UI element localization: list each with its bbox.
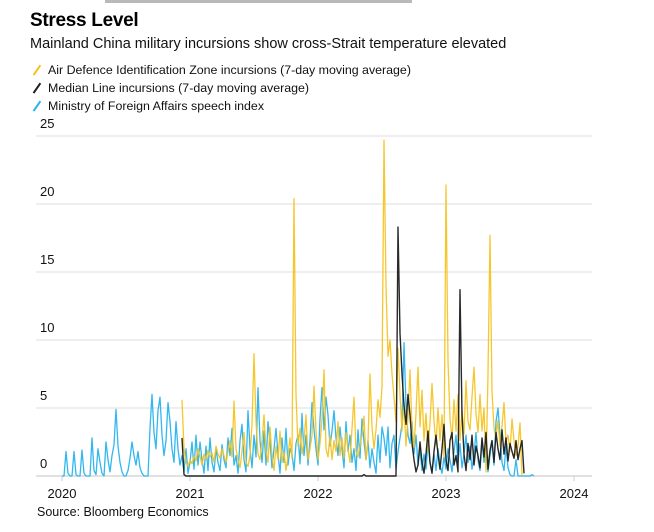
series-line-adiz	[181, 139, 523, 477]
x-tick-label: 2023	[432, 486, 461, 501]
chart-title: Stress Level	[30, 10, 139, 31]
x-tick-label: 2020	[48, 486, 77, 501]
y-tick-label: 5	[40, 388, 47, 403]
legend-item-adiz: Air Defence Identification Zone incursio…	[32, 61, 411, 79]
legend-item-mofa: Ministry of Foreign Affairs speech index	[32, 97, 411, 115]
gridlines	[36, 135, 592, 477]
legend-label-median-line: Median Line incursions (7-day moving ave…	[48, 81, 310, 95]
y-tick-label: 20	[40, 184, 54, 199]
y-axis-ticks: 0 5 10 15 20 25	[40, 116, 54, 471]
y-tick-label: 25	[40, 116, 54, 131]
source-note: Source: Bloomberg Economics	[37, 505, 209, 519]
x-tick-label: 2024	[560, 486, 589, 501]
legend-label-adiz: Air Defence Identification Zone incursio…	[48, 63, 411, 77]
legend: Air Defence Identification Zone incursio…	[32, 61, 411, 115]
series-lines	[62, 139, 535, 477]
legend-label-mofa: Ministry of Foreign Affairs speech index	[48, 99, 265, 113]
y-tick-label: 10	[40, 320, 54, 335]
chart-subtitle: Mainland China military incursions show …	[30, 36, 507, 52]
y-tick-label: 15	[40, 252, 54, 267]
series-line-mofa	[62, 342, 535, 477]
x-axis-ticks: 2020 2021 2022 2023 2024	[48, 476, 589, 501]
x-tick-label: 2022	[304, 486, 333, 501]
legend-item-median-line: Median Line incursions (7-day moving ave…	[32, 79, 411, 97]
series-line-median-line	[181, 226, 525, 477]
top-scroll-bar	[105, 0, 412, 3]
x-tick-label: 2021	[176, 486, 205, 501]
y-tick-label: 0	[40, 456, 47, 471]
